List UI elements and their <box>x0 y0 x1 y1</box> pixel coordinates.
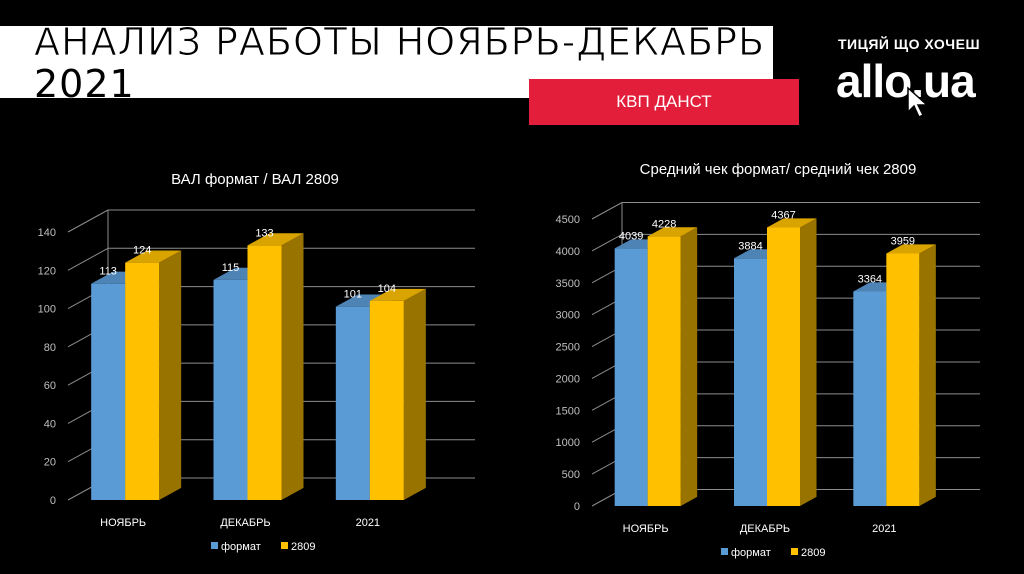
bar-2809 <box>247 245 282 500</box>
grid-line-depth <box>67 209 109 233</box>
bar-2809 <box>767 227 800 507</box>
bar-side <box>919 244 936 506</box>
x-tick-label: ДЕКАБРЬ <box>220 517 270 529</box>
y-tick-label: 20 <box>44 457 56 469</box>
bar-top <box>886 244 936 254</box>
x-tick-label: НОЯБРЬ <box>100 517 146 529</box>
y-tick-label: 1500 <box>556 405 580 417</box>
chart-title: ВАЛ формат / ВАЛ 2809 <box>171 171 339 188</box>
grid-line-depth <box>67 247 109 271</box>
data-label: 4039 <box>619 230 643 242</box>
legend-swatch <box>791 548 798 555</box>
data-label: 113 <box>99 266 117 278</box>
bar-top <box>767 218 817 228</box>
logo-tagline: ТИЦЯЙ ЩО ХОЧЕШ <box>838 36 981 52</box>
grid-line-depth <box>591 233 623 252</box>
y-tick-label: 140 <box>38 227 56 239</box>
bar-2809 <box>886 253 920 506</box>
data-label: 3959 <box>891 236 915 248</box>
y-tick-label: 60 <box>44 380 56 392</box>
data-label: 101 <box>344 289 362 301</box>
data-label: 3364 <box>858 273 882 285</box>
bar-top <box>647 227 698 237</box>
y-tick-label: 3000 <box>556 310 580 322</box>
y-tick-label: 80 <box>44 342 56 354</box>
y-tick-label: 120 <box>38 265 56 277</box>
data-label: 4367 <box>771 209 795 221</box>
bar-top <box>369 288 426 301</box>
data-label: 124 <box>133 245 151 257</box>
store-badge: КВП ДАНСТ <box>529 79 799 125</box>
bar-side <box>281 233 304 501</box>
legend-swatch <box>281 542 288 549</box>
y-tick-label: 4000 <box>556 246 580 258</box>
y-tick-label: 0 <box>50 495 56 507</box>
bar-format <box>335 306 370 500</box>
bar-2809 <box>369 300 404 500</box>
y-tick-label: 2000 <box>556 373 580 385</box>
data-label: 104 <box>378 283 396 295</box>
bar-side <box>403 288 426 500</box>
data-label: 3884 <box>738 240 762 252</box>
legend-swatch <box>211 542 218 549</box>
legend-entry: 2809 <box>801 547 825 559</box>
y-tick-label: 40 <box>44 418 56 430</box>
legend-entry: 2809 <box>291 541 315 553</box>
page-title: АНАЛИЗ РАБОТЫ НОЯБРЬ-ДЕКАБРЬ <box>33 20 766 65</box>
page-title-year: 2021 <box>33 61 135 106</box>
legend-entry: формат <box>221 541 261 553</box>
bar-format <box>91 283 126 500</box>
data-label: 4228 <box>652 218 676 230</box>
bar-side <box>159 250 182 500</box>
x-tick-label: 2021 <box>872 523 896 535</box>
cursor-icon <box>907 86 929 119</box>
y-tick-label: 100 <box>38 304 56 316</box>
bar-format <box>213 279 248 500</box>
y-tick-label: 3500 <box>556 278 580 290</box>
chart-val: ВАЛ формат / ВАЛ 2809 0 20 40 60 80 100 120 140 Н… <box>38 171 475 553</box>
bar-format <box>734 258 767 506</box>
data-label: 115 <box>222 262 240 274</box>
bar-format <box>614 248 648 506</box>
legend-swatch <box>721 548 728 555</box>
y-tick-label: 500 <box>562 469 580 481</box>
data-label: 133 <box>255 227 273 239</box>
bar-top <box>125 250 182 263</box>
grid-line-depth <box>591 202 623 220</box>
allo-logo: allo.ua <box>836 55 976 107</box>
y-tick-label: 1000 <box>556 437 580 449</box>
y-tick-label: 0 <box>574 501 580 513</box>
legend-entry: формат <box>731 547 771 559</box>
x-tick-label: 2021 <box>356 517 380 529</box>
bar-side <box>800 218 817 506</box>
bar-2809 <box>647 236 681 507</box>
chart-title: Средний чек формат/ средний чек 2809 <box>640 161 917 178</box>
x-tick-label: НОЯБРЬ <box>623 523 669 535</box>
bar-format <box>853 291 887 506</box>
y-tick-label: 4500 <box>556 214 580 226</box>
bar-top <box>247 233 304 246</box>
bar-side <box>680 227 698 506</box>
bar-2809 <box>125 262 160 500</box>
x-tick-label: ДЕКАБРЬ <box>740 523 790 535</box>
y-tick-label: 2500 <box>556 342 580 354</box>
